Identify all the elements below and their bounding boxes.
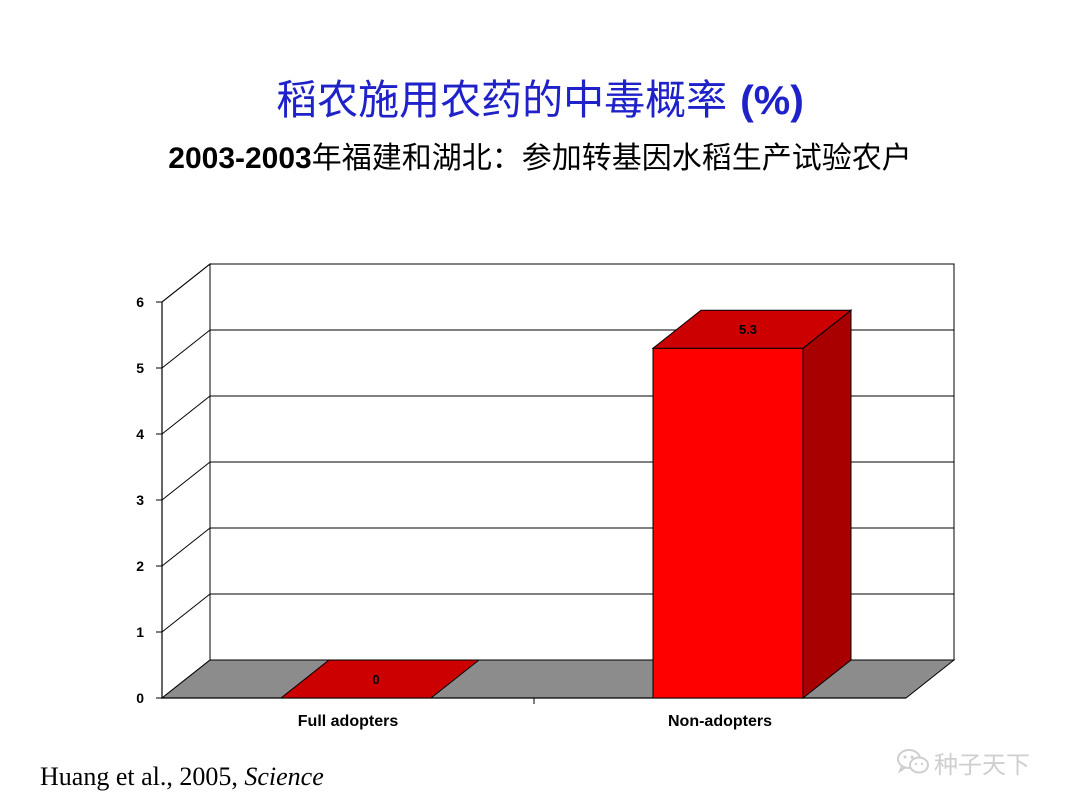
citation-journal: Science xyxy=(244,762,324,791)
subtitle-years: 2003-2003 xyxy=(168,142,312,175)
x-category-label: Non-adopters xyxy=(668,713,772,730)
chart-bars xyxy=(279,309,853,700)
bar-top xyxy=(279,659,481,699)
data-label: 0 xyxy=(372,672,379,687)
gridline-side xyxy=(161,593,211,633)
gridline-side xyxy=(161,329,211,369)
bar-top xyxy=(651,309,853,349)
gridline-side xyxy=(161,395,211,435)
chart-subtitle: 2003-2003年福建和湖北：参加转基因水稻生产试验农户 xyxy=(0,133,1080,177)
chart-labels: 0 1 2 3 4 5 6 0 Full adopters 5.3 Non-adopters xyxy=(136,294,772,730)
y-tick-label: 3 xyxy=(136,492,144,508)
y-tick-label: 1 xyxy=(136,624,144,640)
gridline-side xyxy=(161,263,211,303)
bar-non-adopters xyxy=(651,309,853,700)
chart-title: 稻农施用农药的中毒概率 (%) xyxy=(0,66,1080,126)
y-tick-label: 4 xyxy=(136,426,144,442)
citation-authors: Huang et al., 2005, xyxy=(40,762,238,791)
subtitle-text: 年福建和湖北：参加转基因水稻生产试验农户 xyxy=(311,141,912,176)
watermark: 种子天下 xyxy=(896,746,1030,779)
y-tick-label: 6 xyxy=(136,294,144,310)
bar-front xyxy=(652,347,804,699)
y-tick-label: 0 xyxy=(136,690,144,706)
chart-title-unit: (%) xyxy=(740,77,804,123)
gridline-side xyxy=(161,461,211,501)
bar-full-adopters xyxy=(279,659,481,699)
citation: Huang et al., 2005, Science xyxy=(40,762,324,792)
chart-title-text: 稻农施用农药的中毒概率 xyxy=(276,76,728,124)
y-tick-label: 2 xyxy=(136,558,144,574)
bar-side xyxy=(802,309,852,700)
gridline-side xyxy=(161,527,211,567)
x-category-label: Full adopters xyxy=(298,713,399,730)
watermark-text: 种子天下 xyxy=(934,750,1030,779)
wechat-icon xyxy=(896,748,930,776)
y-tick-label: 5 xyxy=(136,360,144,376)
data-label: 5.3 xyxy=(739,322,757,337)
